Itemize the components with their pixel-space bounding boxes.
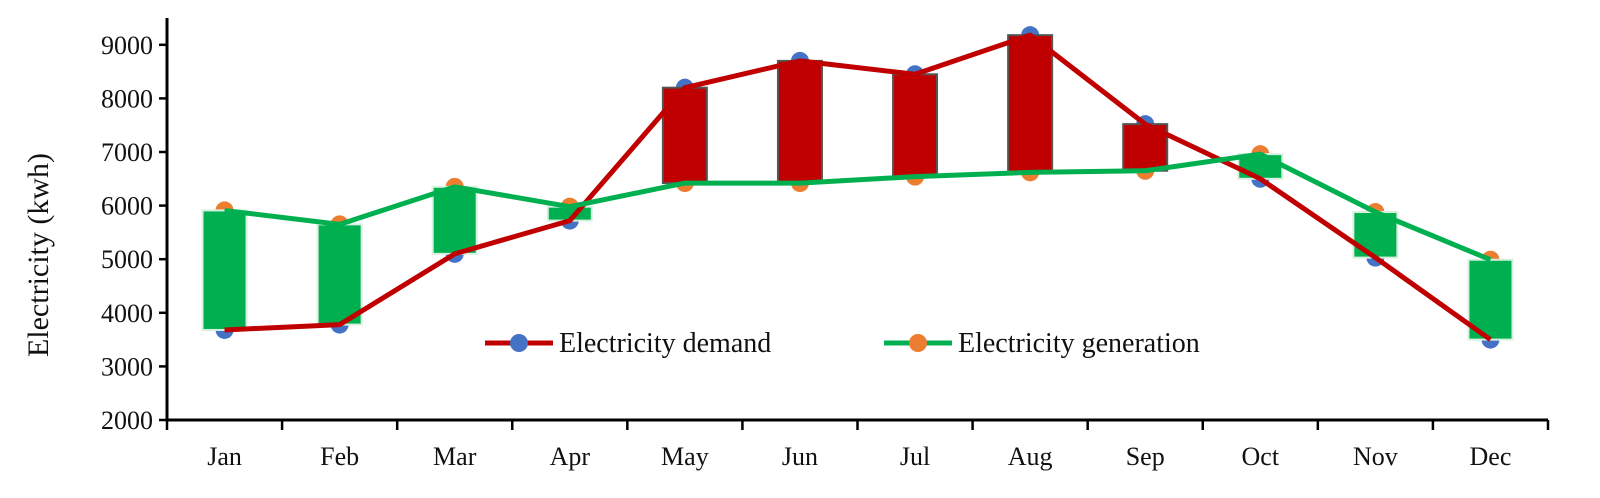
difference-bar-aug	[1007, 34, 1054, 174]
x-tick-label-jul: Jul	[900, 442, 930, 471]
difference-bar-jan	[201, 209, 248, 331]
x-tick-label-feb: Feb	[320, 442, 359, 471]
y-tick-label: 5000	[101, 245, 153, 274]
x-tick-label-sep: Sep	[1126, 442, 1165, 471]
y-tick-label: 8000	[101, 84, 153, 113]
series-lines	[224, 32, 1492, 342]
legend: Electricity demand Electricity generation	[485, 328, 1200, 359]
x-tick-label-apr: Apr	[550, 442, 591, 471]
legend-label-demand: Electricity demand	[559, 328, 771, 359]
series-markers	[215, 26, 1500, 349]
legend-marker-demand	[510, 334, 528, 352]
y-tick-label: 3000	[101, 352, 153, 381]
y-axis-label: Electricity (kwh)	[22, 153, 55, 357]
difference-bar-jul	[892, 73, 939, 178]
x-tick-label-dec: Dec	[1470, 442, 1512, 471]
x-tick-label-may: May	[661, 442, 709, 471]
y-tick-label: 6000	[101, 192, 153, 221]
y-tick-label: 4000	[101, 299, 153, 328]
difference-bar-feb	[316, 223, 363, 326]
x-tick-label-nov: Nov	[1353, 442, 1398, 471]
y-tick-label: 7000	[101, 138, 153, 167]
difference-bars	[201, 34, 1514, 341]
axes: 2000 3000 4000 5000 6000 7000 8000 9000 Jan Feb Ma…	[101, 18, 1550, 471]
x-tick-label-aug: Aug	[1008, 442, 1053, 471]
series-line-generation	[224, 151, 1492, 263]
legend-marker-generation	[909, 334, 927, 352]
legend-label-generation: Electricity generation	[958, 328, 1200, 359]
x-tick-label-jun: Jun	[782, 442, 818, 471]
y-tick-label: 2000	[101, 406, 153, 435]
y-tick-label: 9000	[101, 31, 153, 60]
x-tick-label-oct: Oct	[1242, 442, 1280, 471]
x-tick-label-jan: Jan	[207, 442, 242, 471]
x-tick-label-mar: Mar	[433, 442, 477, 471]
difference-bar-mar	[431, 185, 478, 255]
series-line-demand	[224, 32, 1492, 342]
difference-bar-jun	[776, 59, 823, 185]
